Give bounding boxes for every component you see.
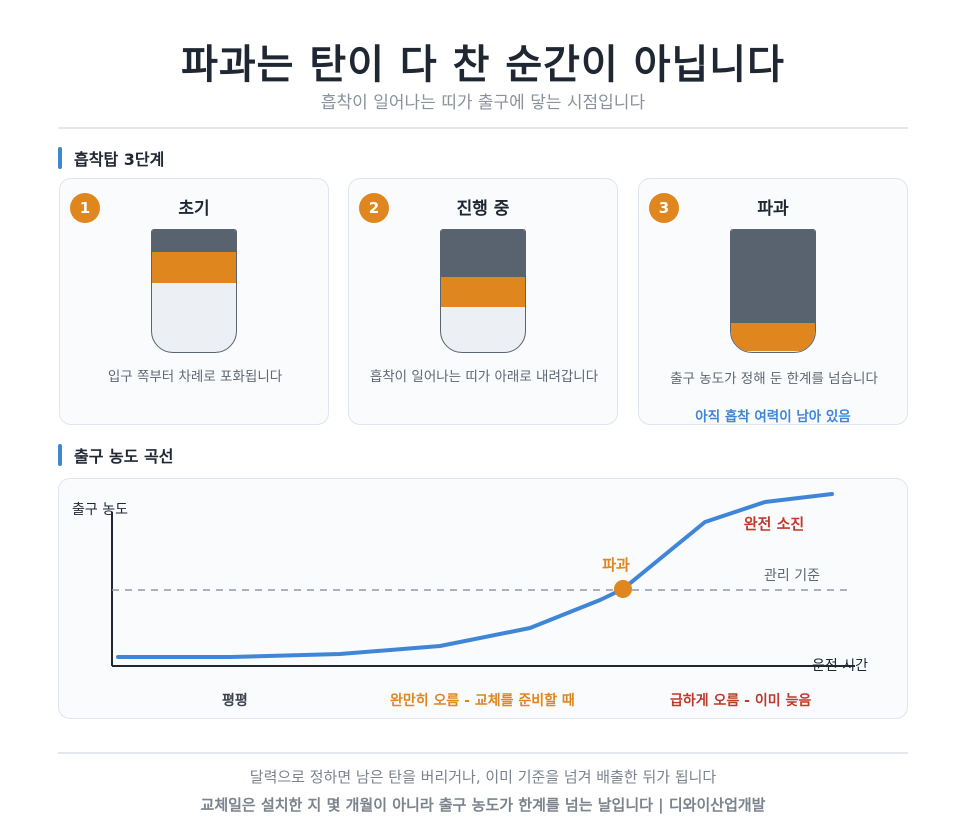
- y-axis-label: 출구 농도: [72, 502, 128, 518]
- stage-description: 출구 농도가 정해 둔 한계를 넘습니다: [670, 371, 878, 387]
- adsorption-zone-band: [152, 252, 236, 283]
- breakthrough-curve-panel: [58, 478, 908, 719]
- footer-note: 달력으로 정하면 남은 탄을 버리거나, 이미 기준을 넘겨 배출한 뒤가 됩니…: [249, 768, 717, 786]
- saturated-zone: [731, 230, 815, 323]
- x-axis-label: 운전 시간: [812, 658, 868, 674]
- section-heading-stages: 흡착탑 3단계: [58, 146, 164, 170]
- phase-label-flat: 평평: [222, 693, 248, 709]
- section-heading-label: 출구 농도 곡선: [74, 447, 174, 466]
- stage-card-breakthrough: 3 파과 출구 농도가 정해 둔 한계를 넘습니다 아직 흡착 여력이 남아 있…: [638, 178, 908, 425]
- section-heading-curve: 출구 농도 곡선: [58, 443, 173, 467]
- section-accent-bar: [58, 147, 62, 169]
- threshold-label: 관리 기준: [764, 568, 820, 584]
- page-subtitle: 흡착이 일어나는 띠가 출구에 닿는 시점입니다: [320, 93, 646, 113]
- adsorber-tank-diagram: [151, 229, 237, 353]
- stage-note: 아직 흡착 여력이 남아 있음: [695, 409, 851, 425]
- adsorption-zone-band: [441, 277, 525, 307]
- breakthrough-label: 파과: [602, 556, 630, 574]
- stage-card-initial: 1 초기 입구 쪽부터 차례로 포화됩니다: [59, 178, 329, 425]
- stage-title: 진행 중: [456, 199, 510, 219]
- stage-number-badge: 1: [70, 193, 100, 223]
- stage-description: 입구 쪽부터 차례로 포화됩니다: [107, 369, 283, 385]
- breakthrough-point: [614, 580, 632, 598]
- footer-summary: 교체일은 설치한 지 몇 개월이 아니라 출구 농도가 한계를 넘는 날입니다 …: [200, 796, 766, 814]
- stage-number-badge: 2: [359, 193, 389, 223]
- phase-label-gradual-rise: 완만히 오름 - 교체를 준비할 때: [390, 693, 575, 709]
- page-title: 파과는 탄이 다 찬 순간이 아닙니다: [181, 42, 785, 88]
- saturated-zone: [441, 230, 525, 277]
- stage-title: 초기: [178, 199, 210, 219]
- stage-title: 파과: [757, 199, 789, 219]
- section-accent-bar: [58, 444, 62, 466]
- adsorber-tank-diagram: [730, 229, 816, 353]
- saturated-zone: [152, 230, 236, 252]
- outlet-concentration-curve: [116, 492, 834, 659]
- adsorber-tank-diagram: [440, 229, 526, 353]
- divider: [58, 752, 908, 754]
- adsorption-zone-band: [731, 323, 815, 351]
- stage-card-progress: 2 진행 중 흡착이 일어나는 띠가 아래로 내려갑니다: [348, 178, 618, 425]
- stage-description: 흡착이 일어나는 띠가 아래로 내려갑니다: [369, 369, 599, 385]
- exhaustion-label: 완전 소진: [744, 515, 804, 533]
- stage-number-badge: 3: [649, 193, 679, 223]
- divider: [58, 127, 908, 129]
- section-heading-label: 흡착탑 3단계: [74, 150, 165, 169]
- phase-label-steep-rise: 급하게 오름 - 이미 늦음: [670, 693, 812, 709]
